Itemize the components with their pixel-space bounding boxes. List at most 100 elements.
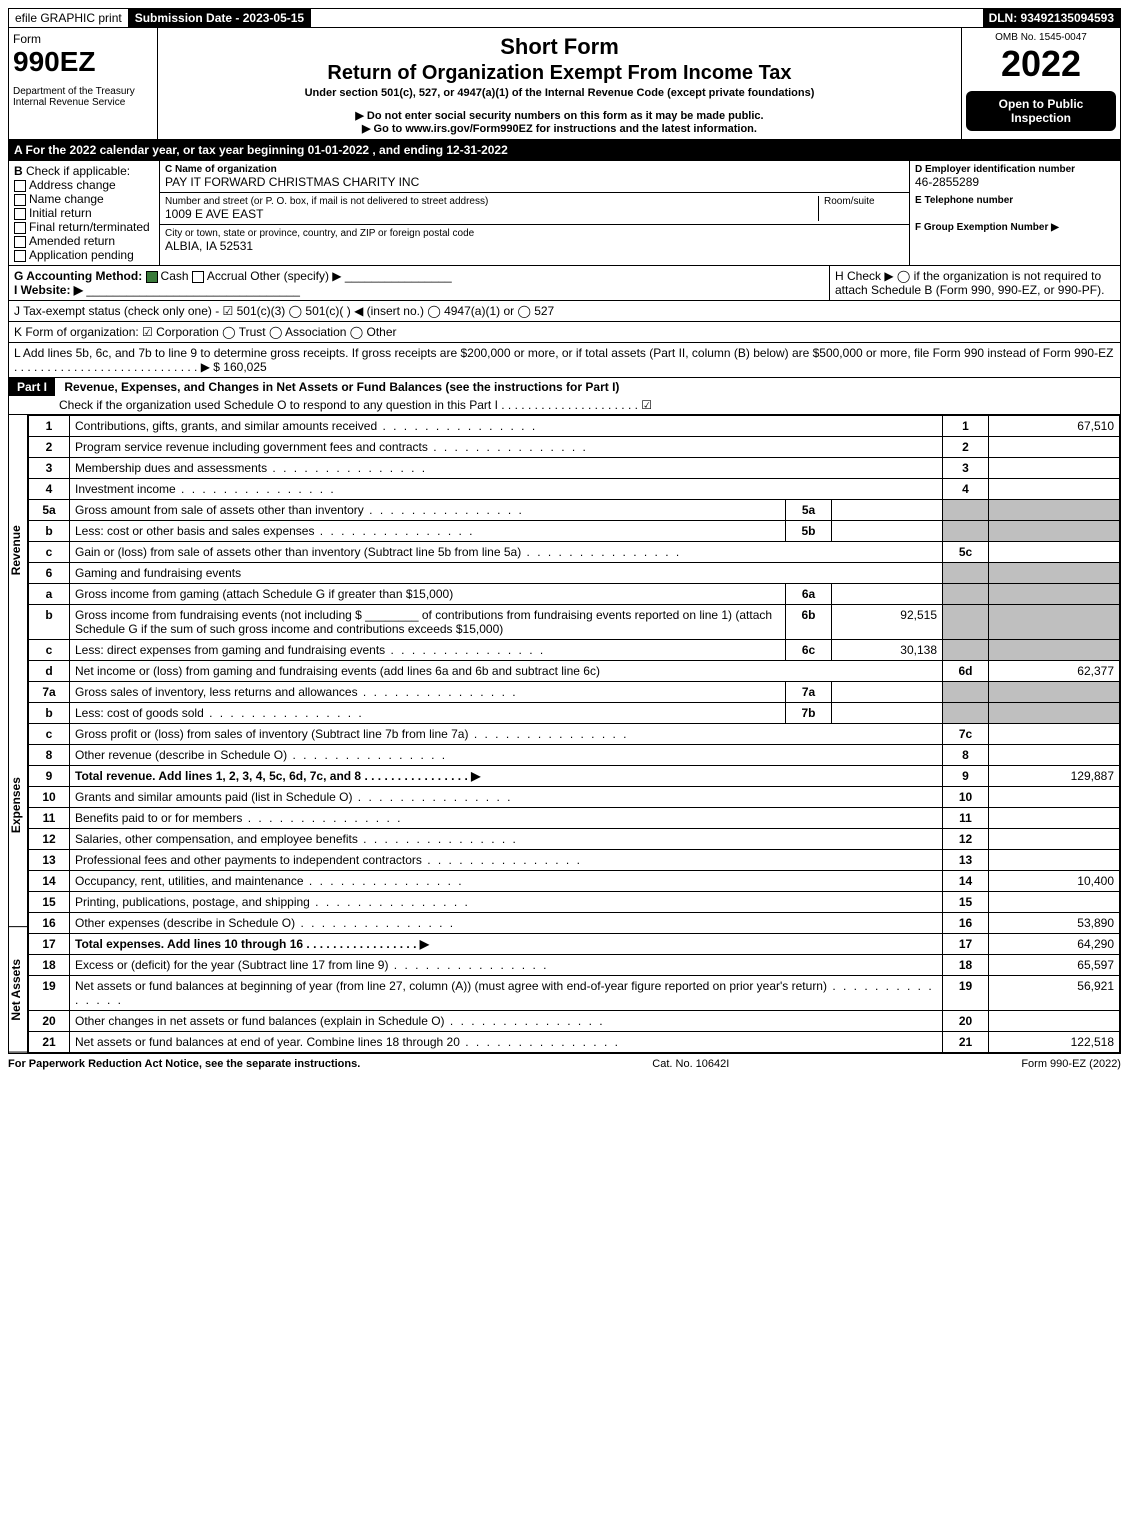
group-exemption-label: F Group Exemption Number ▶ <box>915 222 1115 233</box>
line-desc: Contributions, gifts, grants, and simila… <box>70 416 943 437</box>
mid-num: 5a <box>786 500 832 521</box>
shaded-cell <box>989 563 1120 584</box>
opt-pending: Application pending <box>29 248 134 262</box>
org-name: PAY IT FORWARD CHRISTMAS CHARITY INC <box>165 175 904 189</box>
ein-value: 46-2855289 <box>915 175 1115 189</box>
line-rnum: 16 <box>943 913 989 934</box>
other-specify: Other (specify) ▶ <box>250 269 341 283</box>
revenue-vert-label: Revenue <box>9 415 27 685</box>
room-suite-label: Room/suite <box>824 196 904 207</box>
line-value: 53,890 <box>989 913 1120 934</box>
line-rnum: 14 <box>943 871 989 892</box>
line-rnum: 15 <box>943 892 989 913</box>
line-num: 3 <box>29 458 70 479</box>
form-of-org: K Form of organization: ☑ Corporation ◯ … <box>9 322 1120 342</box>
shaded-cell <box>989 500 1120 521</box>
line-num: 10 <box>29 787 70 808</box>
line-value <box>989 745 1120 766</box>
accrual-label: Accrual <box>207 269 247 283</box>
line-rnum: 19 <box>943 976 989 1011</box>
l6b-pretext: Gross income from fundraising events (no… <box>75 608 362 622</box>
mid-num: 5b <box>786 521 832 542</box>
line-desc: Other expenses (describe in Schedule O) <box>70 913 943 934</box>
line-num: 17 <box>29 934 70 955</box>
line-num: b <box>29 605 70 640</box>
title-main: Return of Organization Exempt From Incom… <box>168 62 951 85</box>
line-value <box>989 829 1120 850</box>
note-ssn: ▶ Do not enter social security numbers o… <box>168 109 951 122</box>
gross-receipts-amount: 160,025 <box>223 360 266 374</box>
telephone-label: E Telephone number <box>915 195 1115 206</box>
cat-number: Cat. No. 10642I <box>652 1058 729 1070</box>
submission-date: Submission Date - 2023-05-15 <box>129 9 311 27</box>
note-link[interactable]: ▶ Go to www.irs.gov/Form990EZ for instru… <box>168 122 951 135</box>
line-desc: Membership dues and assessments <box>70 458 943 479</box>
shaded-cell <box>989 640 1120 661</box>
line-num: c <box>29 542 70 563</box>
accounting-method-label: G Accounting Method: <box>14 269 142 283</box>
footer: For Paperwork Reduction Act Notice, see … <box>8 1054 1121 1074</box>
checkbox-pending[interactable] <box>14 250 26 262</box>
checkbox-name-change[interactable] <box>14 194 26 206</box>
section-a: A For the 2022 calendar year, or tax yea… <box>9 140 513 160</box>
line-rnum: 4 <box>943 479 989 500</box>
form-header: Form 990EZ Department of the Treasury In… <box>8 28 1121 140</box>
efile-print[interactable]: efile GRAPHIC print <box>9 9 129 27</box>
line-num: 12 <box>29 829 70 850</box>
city-label: City or town, state or province, country… <box>165 228 904 239</box>
line-desc: Gross income from gaming (attach Schedul… <box>70 584 786 605</box>
line-desc: Net assets or fund balances at end of ye… <box>70 1032 943 1053</box>
opt-initial: Initial return <box>29 206 92 220</box>
checkbox-cash[interactable] <box>146 271 158 283</box>
checkbox-amended[interactable] <box>14 236 26 248</box>
mid-value <box>832 682 943 703</box>
line-desc: Net assets or fund balances at beginning… <box>70 976 943 1011</box>
street-address: 1009 E AVE EAST <box>165 207 818 221</box>
shaded-cell <box>989 605 1120 640</box>
line-value <box>989 479 1120 500</box>
title-short: Short Form <box>168 34 951 60</box>
line-value <box>989 1011 1120 1032</box>
line-num: 9 <box>29 766 70 787</box>
line-rnum: 1 <box>943 416 989 437</box>
line-num: c <box>29 724 70 745</box>
line-num: 2 <box>29 437 70 458</box>
mid-num: 7a <box>786 682 832 703</box>
cash-label: Cash <box>161 269 189 283</box>
line-rnum: 5c <box>943 542 989 563</box>
mid-num: 6a <box>786 584 832 605</box>
line-num: 6 <box>29 563 70 584</box>
line-desc: Investment income <box>70 479 943 500</box>
line-num: 11 <box>29 808 70 829</box>
opt-final: Final return/terminated <box>29 220 150 234</box>
line-value: 122,518 <box>989 1032 1120 1053</box>
line-desc: Less: cost or other basis and sales expe… <box>70 521 786 542</box>
subtitle: Under section 501(c), 527, or 4947(a)(1)… <box>168 87 951 99</box>
checkbox-accrual[interactable] <box>192 271 204 283</box>
line-num: d <box>29 661 70 682</box>
checkbox-initial-return[interactable] <box>14 208 26 220</box>
line-desc: Total expenses. Add lines 10 through 16 … <box>70 934 943 955</box>
line-desc: Salaries, other compensation, and employ… <box>70 829 943 850</box>
line-value <box>989 892 1120 913</box>
line-desc: Excess or (deficit) for the year (Subtra… <box>70 955 943 976</box>
paperwork-notice: For Paperwork Reduction Act Notice, see … <box>8 1058 360 1070</box>
mid-num: 7b <box>786 703 832 724</box>
checkbox-final-return[interactable] <box>14 222 26 234</box>
shaded-cell <box>989 703 1120 724</box>
line-rnum: 8 <box>943 745 989 766</box>
check-if-applicable: Check if applicable: <box>26 164 130 178</box>
mid-num: 6c <box>786 640 832 661</box>
line-desc: Gross income from fundraising events (no… <box>70 605 786 640</box>
opt-name: Name change <box>29 192 104 206</box>
line-rnum: 10 <box>943 787 989 808</box>
line-desc: Gross sales of inventory, less returns a… <box>70 682 786 703</box>
mid-value <box>832 703 943 724</box>
line-desc: Gross amount from sale of assets other t… <box>70 500 786 521</box>
line-num: c <box>29 640 70 661</box>
website-label: I Website: ▶ <box>14 283 83 297</box>
line-desc: Professional fees and other payments to … <box>70 850 943 871</box>
checkbox-address-change[interactable] <box>14 180 26 192</box>
mid-value: 30,138 <box>832 640 943 661</box>
line-rnum: 17 <box>943 934 989 955</box>
